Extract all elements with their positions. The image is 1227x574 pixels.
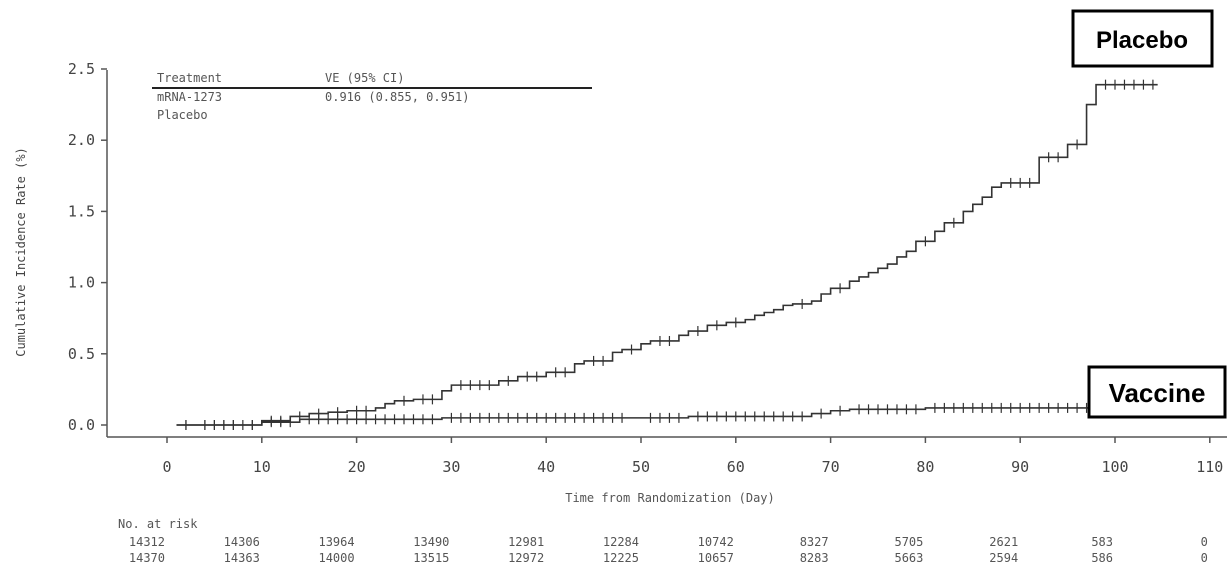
at-risk-cell: 583 bbox=[1091, 535, 1113, 549]
y-tick-label: 1.5 bbox=[68, 202, 95, 220]
legend-row-placebo: Placebo bbox=[157, 108, 208, 122]
at-risk-cell: 8327 bbox=[800, 535, 829, 549]
at-risk-table: No. at risk 14312 14306 13964 13490 12981 122… bbox=[118, 517, 1208, 565]
at-risk-cell: 2621 bbox=[989, 535, 1018, 549]
at-risk-cell: 2594 bbox=[989, 551, 1018, 565]
at-risk-cell: 12284 bbox=[603, 535, 639, 549]
at-risk-cell: 12225 bbox=[603, 551, 639, 565]
callouts: Placebo Vaccine bbox=[1071, 9, 1227, 419]
at-risk-cell: 14312 bbox=[129, 535, 165, 549]
placebo-callout-box bbox=[1071, 9, 1214, 68]
series-layer bbox=[176, 79, 1158, 430]
x-tick-label: 0 bbox=[162, 458, 171, 476]
x-tick-label: 100 bbox=[1101, 458, 1128, 476]
at-risk-cell: 14363 bbox=[224, 551, 260, 565]
at-risk-cell: 13515 bbox=[413, 551, 449, 565]
placebo-callout-text: Placebo bbox=[1096, 27, 1188, 54]
y-tick-label: 0.5 bbox=[68, 345, 95, 363]
legend-row-mrna-ve: 0.916 (0.855, 0.951) bbox=[325, 90, 470, 104]
x-tick-label: 10 bbox=[253, 458, 271, 476]
at-risk-cell: 8283 bbox=[800, 551, 829, 565]
at-risk-cell: 12972 bbox=[508, 551, 544, 565]
y-tick-label: 2.5 bbox=[68, 60, 95, 78]
at-risk-cell: 14306 bbox=[224, 535, 260, 549]
at-risk-cell: 5705 bbox=[894, 535, 923, 549]
x-axis-ticks: 0 10 20 30 40 50 60 70 80 90 100 110 bbox=[162, 437, 1223, 476]
y-tick-label: 2.0 bbox=[68, 131, 95, 149]
legend-header-treatment: Treatment bbox=[157, 71, 222, 85]
at-risk-cell: 10657 bbox=[698, 551, 734, 565]
at-risk-cell: 14000 bbox=[318, 551, 354, 565]
at-risk-cell: 586 bbox=[1091, 551, 1113, 565]
at-risk-label: No. at risk bbox=[118, 517, 198, 531]
series-line-placebo bbox=[176, 83, 1158, 426]
axes bbox=[106, 70, 1227, 438]
vaccine-callout-text: Vaccine bbox=[1109, 378, 1206, 408]
y-axis-ticks: 0.0 0.5 1.0 1.5 2.0 2.5 bbox=[68, 60, 107, 434]
x-tick-label: 20 bbox=[348, 458, 366, 476]
at-risk-cell: 10742 bbox=[698, 535, 734, 549]
at-risk-cell: 0 bbox=[1201, 551, 1208, 565]
x-tick-label: 80 bbox=[916, 458, 934, 476]
y-tick-label: 1.0 bbox=[68, 274, 95, 292]
at-risk-cell: 0 bbox=[1201, 535, 1208, 549]
y-axis-label: Cumulative Incidence Rate (%) bbox=[14, 147, 28, 357]
legend-table: Treatment VE (95% CI) mRNA-1273 0.916 (0… bbox=[152, 71, 592, 122]
at-risk-cell: 13490 bbox=[413, 535, 449, 549]
y-tick-label: 0.0 bbox=[68, 416, 95, 434]
x-tick-label: 40 bbox=[537, 458, 555, 476]
x-tick-label: 50 bbox=[632, 458, 650, 476]
series-line-mrna-1273 bbox=[176, 407, 1158, 426]
legend-row-mrna: mRNA-1273 bbox=[157, 90, 222, 104]
x-tick-label: 60 bbox=[727, 458, 745, 476]
vaccine-callout-box bbox=[1087, 365, 1227, 419]
x-tick-label: 70 bbox=[822, 458, 840, 476]
at-risk-cell: 12981 bbox=[508, 535, 544, 549]
at-risk-cell: 5663 bbox=[894, 551, 923, 565]
x-axis-label: Time from Randomization (Day) bbox=[565, 491, 775, 505]
x-tick-label: 110 bbox=[1196, 458, 1223, 476]
x-tick-label: 30 bbox=[442, 458, 460, 476]
at-risk-cell: 14370 bbox=[129, 551, 165, 565]
legend-header-ve: VE (95% CI) bbox=[325, 71, 404, 85]
at-risk-cell: 13964 bbox=[318, 535, 354, 549]
x-tick-label: 90 bbox=[1011, 458, 1029, 476]
